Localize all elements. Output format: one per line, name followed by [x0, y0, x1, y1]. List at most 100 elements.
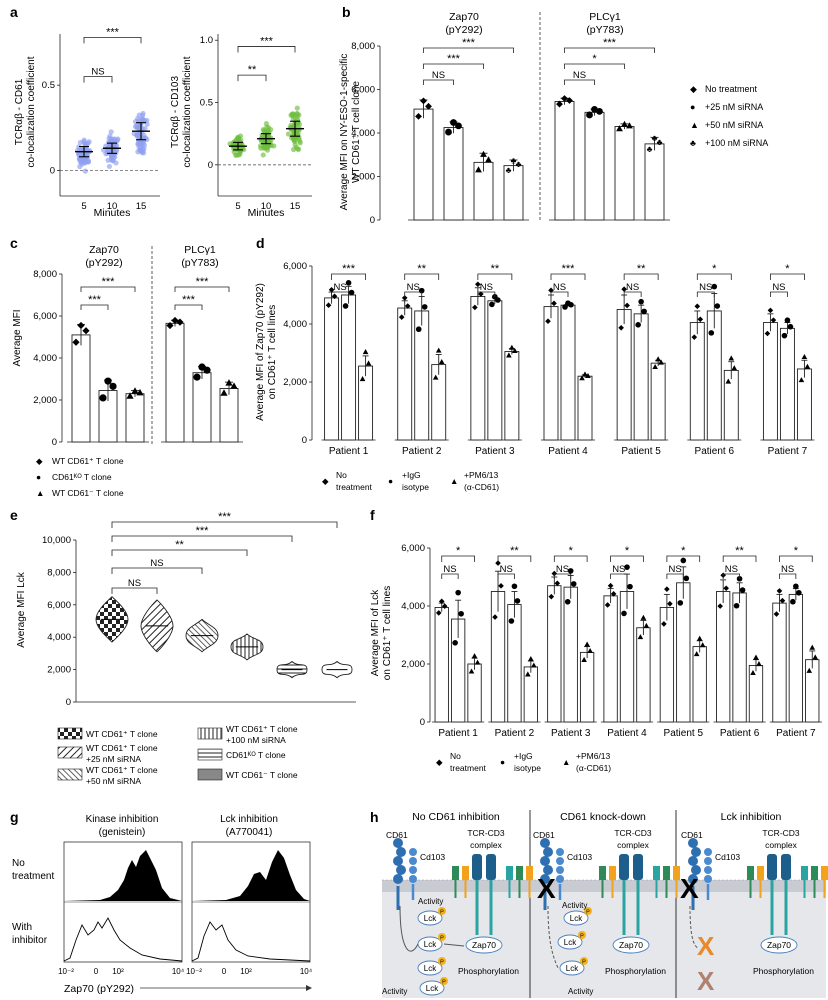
panel-e-sig-0-bracket: [111, 587, 158, 594]
panel-d-legend-1-marker: ◆: [322, 476, 329, 486]
panel-f-bar-3-2: [636, 627, 651, 723]
panel-a-left-point: [132, 119, 139, 125]
panel-a-left-sig-1-bracket: [83, 76, 113, 83]
panel-d-sig-igg-4-bracket: [623, 291, 642, 297]
panel-h-cd103-label-1: Cd103: [567, 852, 592, 862]
panel-d-point-6-2: [798, 377, 805, 383]
panel-d-sig-igg-4-label: NS: [626, 282, 639, 293]
panel-h-cd61-domain-1: [540, 874, 550, 884]
panel-f-sig-igg-0-label: NS: [443, 564, 456, 575]
panel-d-point-4-1: [641, 308, 647, 315]
panel-b-bar-1-2: [614, 126, 635, 221]
panel-h-cd61-domain-1: [540, 856, 550, 866]
panel-b-point-1-3: ♣: [652, 133, 658, 143]
panel-f-sig-pm-3-label: *: [625, 545, 630, 557]
panel-d-point-5-2: [725, 378, 732, 384]
panel-b-point-1-0: [556, 100, 563, 108]
panel-h-cd3-subunit-2: [811, 866, 818, 880]
panel-b-bar-1-0: [554, 101, 575, 221]
panel-f-bar-3-1: [619, 591, 635, 723]
panel-letter-h: h: [370, 809, 379, 825]
panel-d-point-0-2: [365, 360, 372, 366]
panel-a-right-point: [264, 145, 270, 151]
panel-f-sig-igg-4-label: NS: [668, 564, 681, 575]
panel-a-left-plot: TCRαβ - CD61 co-localization coefficient…: [14, 26, 160, 219]
panel-h-tcr-beta-2: [781, 854, 791, 880]
panel-f-point-0-2: [471, 653, 478, 659]
panel-c-group1-subtitle: (pY292): [85, 257, 122, 269]
panel-f-point-2-1: [567, 568, 574, 574]
panel-letter-b: b: [342, 4, 351, 20]
panel-b-point-1-0: [566, 97, 573, 104]
panel-f-sig-igg-2-bracket: [553, 573, 572, 579]
panel-b-sig-3-bracket: [564, 79, 595, 85]
panel-e-legend-4b: +100 nM siRNA: [226, 735, 286, 745]
panel-f-point-0-0: [438, 598, 445, 605]
panel-h-activity-2: Activity: [562, 901, 587, 910]
panel-c-ytick-label-3: 6,000: [33, 311, 57, 322]
panel-d-point-2-0: [478, 291, 484, 297]
panel-f-bar-3-0: [603, 595, 618, 723]
panel-letter-d: d: [256, 235, 265, 251]
panel-a-right-point: [295, 146, 302, 152]
panel-f-ylabel-2: on CD61⁺ T cell lines: [382, 586, 393, 680]
panel-f-bar-2-0: [547, 585, 562, 723]
panel-e-legend-5: CD61ᴷᴼ T clone: [226, 750, 286, 760]
panel-h-cd61-label-0: CD61: [386, 830, 408, 840]
panel-h-cd61-domain-2: [691, 847, 701, 857]
panel-h-tcr-label2-1: complex: [617, 840, 649, 850]
panel-h-title-3: Lck inhibition: [721, 811, 782, 823]
panel-h-title-2: CD61 knock-down: [560, 811, 646, 823]
panel-d-point-4-0: [618, 324, 624, 331]
panel-h-tcr-beta-0: [486, 854, 496, 880]
panel-d-sig-igg-2-label: NS: [480, 282, 493, 293]
panel-f-point-5-2: [750, 669, 756, 675]
panel-h-cd61-domain-2: [688, 856, 698, 866]
panel-b-point-1-2: [626, 122, 633, 129]
panel-h-zap70-0: [465, 936, 503, 954]
panel-d-bar-4-2: [650, 362, 666, 441]
panel-f-bar-6-0: [772, 602, 787, 723]
panel-f-sig-igg-3-bracket: [610, 573, 628, 579]
panel-h-phospho-b3: [580, 957, 588, 965]
panel-d-legend-2a: +IgG: [402, 470, 421, 480]
panel-h-cd103-domain-2: [704, 875, 712, 883]
panel-b-point-1-3: ♣: [647, 144, 653, 154]
panel-d-point-2-2: [506, 352, 512, 358]
panel-a-left-point: [108, 129, 114, 135]
panel-b-point-0-1: [455, 122, 462, 130]
panel-b-legend-4-marker: ♣: [690, 138, 696, 148]
panel-h-tcr-label2-2: complex: [765, 840, 797, 850]
panel-letter-g: g: [10, 809, 19, 825]
panel-d-point-2-1: [489, 301, 495, 308]
panel-d-point-6-0: [770, 317, 777, 323]
panel-f-bar-5-0: [716, 591, 731, 723]
panel-d-point-6-1: [781, 332, 788, 339]
panel-h-cd3-subunit-1: [673, 866, 680, 880]
panel-b-point-1-1: [591, 106, 598, 113]
panel-d-point-6-1: [787, 323, 794, 330]
panel-f-bar-6-1: [788, 593, 804, 723]
panel-e-ytick-label-2: 4,000: [47, 632, 71, 643]
panel-a-left-point: [79, 161, 85, 167]
panel-f-xtick-6: Patient 7: [776, 728, 816, 739]
panel-d-point-5-0: [694, 303, 701, 310]
panel-f-point-4-1: [677, 600, 684, 606]
panel-f-xtick-1: Patient 2: [495, 728, 535, 739]
panel-b-point-0-2: [475, 166, 482, 173]
panel-f-point-6-0: [773, 611, 780, 617]
panel-e-sig-2-label: **: [175, 539, 184, 551]
panel-c-group1-title: Zap70: [89, 244, 119, 256]
panel-d-xtick-3: Patient 4: [548, 446, 588, 457]
panel-a-left-point: [140, 110, 146, 117]
panel-h-cd3-subunit-0: [462, 866, 469, 880]
panel-a-left-ylabel-2: co-localization coefficient: [26, 56, 37, 167]
panel-f-sig-igg-6-label: NS: [781, 564, 794, 575]
panel-d-point-1-2: [432, 374, 439, 380]
panel-g-tick-1b: 0: [94, 967, 99, 976]
panel-h-lck-label-a2: Lck: [424, 940, 437, 949]
panel-f-point-2-1: [570, 581, 577, 587]
panel-f-xtick-4: Patient 5: [664, 728, 704, 739]
panel-f-sig-igg-4-bracket: [666, 573, 684, 579]
panel-a-left-ytick-label-1: 0.5: [42, 80, 55, 91]
